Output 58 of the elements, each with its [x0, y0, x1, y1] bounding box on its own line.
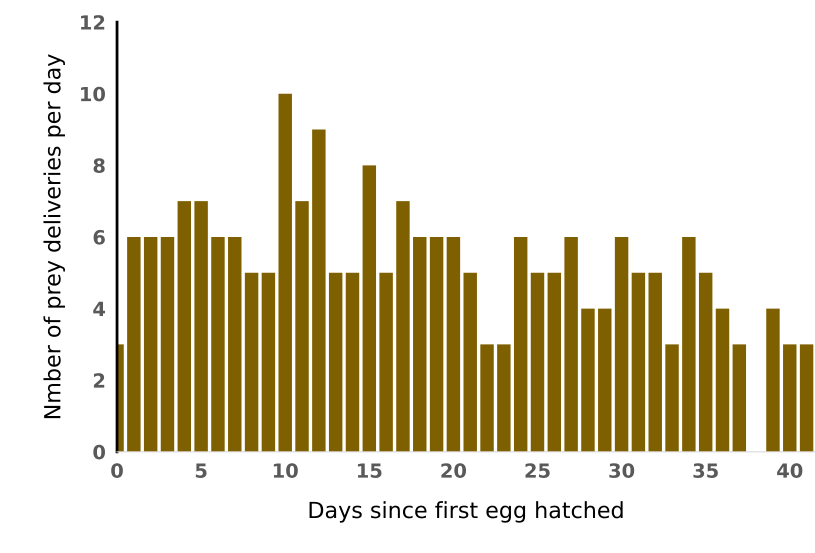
x-tick-label: 0: [111, 463, 123, 478]
bar: [312, 130, 326, 452]
bar: [632, 272, 646, 452]
bar: [244, 272, 258, 452]
x-tick-label: 15: [358, 464, 382, 478]
x-tick-label: 40: [777, 463, 802, 478]
bar: [262, 272, 276, 452]
bar: [178, 201, 192, 452]
y-tick-label: 8: [94, 158, 105, 174]
y-tick-label: 0: [93, 444, 105, 460]
x-tick-label: 5: [196, 464, 207, 478]
bar: [648, 272, 662, 452]
bar: [530, 272, 544, 452]
bar: [211, 236, 225, 452]
x-tick-label: 20: [441, 463, 466, 478]
bar: [800, 344, 814, 452]
bar: [446, 236, 460, 452]
bar: [396, 201, 410, 452]
bar: [497, 344, 511, 452]
bar: [548, 272, 562, 452]
bar: [463, 272, 477, 452]
y-axis-title: Nmber of prey deliveries per day: [43, 54, 65, 418]
bar: [228, 236, 242, 452]
bar: [328, 272, 342, 452]
x-tick-label: 35: [693, 463, 718, 478]
bar: [732, 344, 746, 452]
y-tick-label: 10: [81, 86, 105, 102]
y-tick-label: 12: [81, 15, 104, 30]
bar: [127, 236, 141, 452]
bar: [614, 236, 628, 452]
bar: [783, 344, 796, 452]
bar: [430, 236, 444, 452]
bar: [346, 272, 360, 452]
bar: [598, 308, 612, 452]
bar: [144, 236, 158, 452]
bar: [665, 344, 679, 452]
y-tick-label: 6: [94, 230, 105, 245]
bar: [295, 201, 309, 452]
bar: [160, 236, 174, 452]
bar: [698, 272, 712, 452]
bar: [581, 308, 595, 452]
bar: [194, 201, 208, 452]
bar: [564, 236, 578, 452]
bar: [514, 236, 528, 452]
bar: [682, 236, 696, 452]
bar: [716, 308, 730, 452]
x-tick-label: 30: [609, 463, 634, 478]
y-tick-label: 2: [94, 373, 104, 388]
bar: [480, 344, 494, 452]
y-tick-label: 4: [93, 302, 106, 316]
bar: [766, 308, 780, 452]
bar: [379, 272, 393, 452]
x-tick-label: 25: [526, 463, 550, 478]
x-axis-title: Days since first egg hatched: [310, 501, 623, 523]
bar: [278, 94, 292, 452]
bar: [362, 165, 376, 452]
x-tick-label: 10: [274, 463, 298, 478]
bar: [413, 236, 426, 452]
